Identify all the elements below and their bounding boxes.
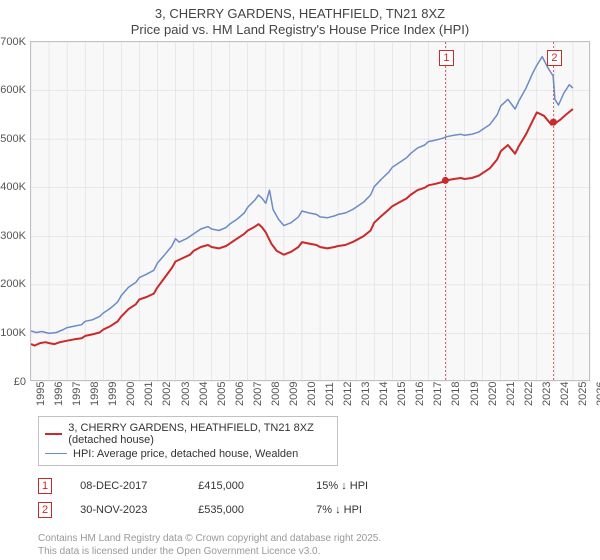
legend-swatch-series-2 (45, 453, 67, 455)
x-axis-tick-label: 2008 (270, 381, 282, 405)
title-block: 3, CHERRY GARDENS, HEATHFIELD, TN21 8XZ … (0, 0, 600, 41)
x-axis-tick-label: 2013 (360, 381, 372, 405)
x-axis-tick-label: 2011 (324, 382, 336, 406)
footnote-line: This data is licensed under the Open Gov… (38, 545, 600, 558)
x-axis-tick-label: 2006 (234, 381, 246, 405)
row-date: 08-DEC-2017 (80, 480, 170, 492)
row-delta: 15% ↓ HPI (316, 480, 406, 492)
row-marker: 1 (38, 478, 52, 494)
legend-row: 3, CHERRY GARDENS, HEATHFIELD, TN21 8XZ … (45, 421, 331, 447)
x-axis-tick-label: 2020 (487, 381, 499, 405)
x-axis-tick-label: 1997 (71, 381, 83, 405)
row-marker: 2 (38, 502, 52, 518)
chart-marker-label: 1 (439, 50, 453, 66)
x-axis-tick-label: 2003 (180, 381, 192, 405)
x-axis-tick-label: 2022 (523, 381, 535, 405)
x-axis-tick-label: 2000 (125, 381, 137, 405)
y-axis-tick-label: £600K (0, 84, 26, 96)
legend-label: 3, CHERRY GARDENS, HEATHFIELD, TN21 8XZ … (68, 422, 331, 446)
data-row: 1 08-DEC-2017 £415,000 15% ↓ HPI (38, 474, 600, 498)
legend-row: HPI: Average price, detached house, Weal… (45, 447, 331, 461)
row-price: £535,000 (198, 504, 288, 516)
row-price: £415,000 (198, 480, 288, 492)
x-axis-tick-label: 2021 (505, 381, 517, 405)
x-axis-tick-label: 2009 (288, 381, 300, 405)
y-axis-tick-label: £0 (0, 376, 26, 388)
row-date: 30-NOV-2023 (80, 504, 170, 516)
x-axis-tick-label: 2002 (161, 381, 173, 405)
legend-swatch-series-1 (45, 433, 62, 435)
y-axis-tick-label: £300K (0, 230, 26, 242)
x-axis-tick-label: 2004 (198, 381, 210, 405)
chart-svg (31, 42, 591, 382)
x-axis-tick-label: 2019 (469, 381, 481, 405)
title-line-2: Price paid vs. HM Land Registry's House … (0, 22, 600, 38)
x-axis-tick-label: 1999 (107, 381, 119, 405)
legend-box: 3, CHERRY GARDENS, HEATHFIELD, TN21 8XZ … (38, 416, 338, 466)
chart-plot-area: £0£100K£200K£300K£400K£500K£600K£700K199… (30, 41, 590, 381)
x-axis-tick-label: 2017 (432, 381, 444, 405)
x-axis-tick-label: 2005 (216, 381, 228, 405)
x-axis-tick-label: 2026 (595, 381, 600, 405)
y-axis-tick-label: £700K (0, 36, 26, 48)
chart-marker-label: 2 (547, 50, 561, 66)
footnote: Contains HM Land Registry data © Crown c… (38, 532, 600, 558)
y-axis-tick-label: £200K (0, 278, 26, 290)
x-axis-tick-label: 2007 (252, 381, 264, 405)
x-axis-tick-label: 2024 (559, 381, 571, 405)
x-axis-tick-label: 2001 (143, 381, 155, 405)
title-line-1: 3, CHERRY GARDENS, HEATHFIELD, TN21 8XZ (0, 6, 600, 22)
x-axis-tick-label: 1996 (53, 381, 65, 405)
footnote-line: Contains HM Land Registry data © Crown c… (38, 532, 600, 545)
y-axis-tick-label: £400K (0, 181, 26, 193)
x-axis-tick-label: 2018 (450, 381, 462, 405)
y-axis-tick-label: £100K (0, 327, 26, 339)
data-point-rows: 1 08-DEC-2017 £415,000 15% ↓ HPI 2 30-NO… (38, 474, 600, 522)
x-axis-tick-label: 2023 (541, 381, 553, 405)
data-row: 2 30-NOV-2023 £535,000 7% ↓ HPI (38, 498, 600, 522)
x-axis-tick-label: 2015 (396, 381, 408, 405)
x-axis-tick-label: 2012 (342, 381, 354, 405)
x-axis-tick-label: 2010 (306, 381, 318, 405)
y-axis-tick-label: £500K (0, 133, 26, 145)
chart-container: 3, CHERRY GARDENS, HEATHFIELD, TN21 8XZ … (0, 0, 600, 560)
x-axis-tick-label: 1995 (35, 381, 47, 405)
row-delta: 7% ↓ HPI (316, 504, 406, 516)
legend-label: HPI: Average price, detached house, Weal… (73, 448, 298, 460)
x-axis-tick-label: 2014 (378, 381, 390, 405)
x-axis-tick-label: 2016 (414, 381, 426, 405)
x-axis-tick-label: 2025 (577, 381, 589, 405)
x-axis-tick-label: 1998 (89, 381, 101, 405)
